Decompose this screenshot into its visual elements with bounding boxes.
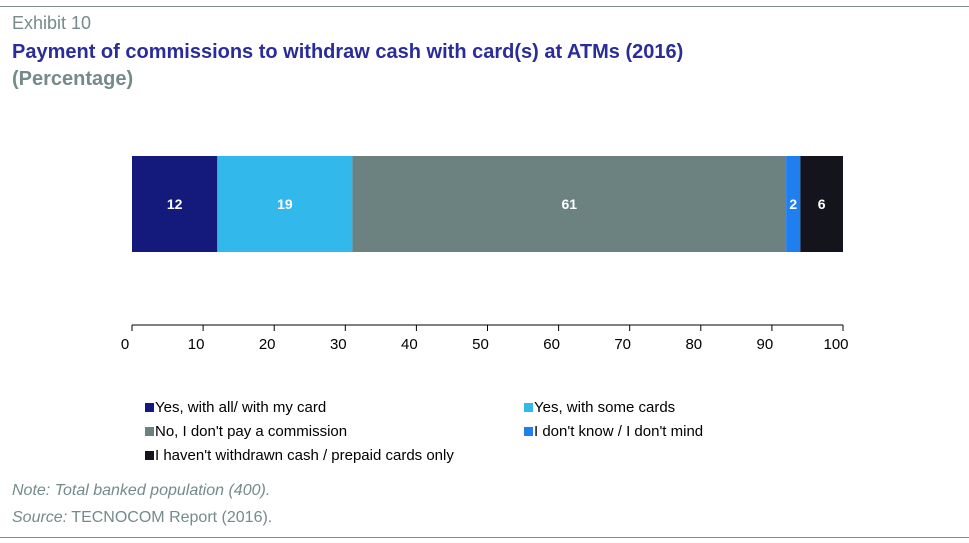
legend-item-3: No, I don't pay a commission — [145, 423, 347, 440]
chart-subtitle: (Percentage) — [12, 68, 134, 90]
data-label-1: 12 — [167, 196, 183, 212]
data-label-2: 19 — [277, 196, 293, 212]
legend-swatch — [524, 427, 533, 436]
x-tick-label-70: 70 — [614, 336, 631, 353]
bar-segment-2 — [217, 156, 353, 252]
data-label-5: 6 — [818, 196, 826, 212]
legend-swatch — [524, 403, 533, 412]
legend-item-5: I haven't withdrawn cash / prepaid cards… — [145, 447, 454, 464]
footnote: Note: Total banked population (400). — [12, 482, 271, 499]
x-tick-label-80: 80 — [685, 336, 702, 353]
data-label-3: 61 — [561, 196, 577, 212]
source-line: Source: TECNOCOM Report (2016). — [12, 509, 272, 527]
bar-segment-1 — [132, 156, 218, 252]
legend-swatch — [145, 451, 154, 460]
bar-segment-3 — [352, 156, 787, 252]
x-tick-label-0: 0 — [121, 336, 129, 353]
legend-label: No, I don't pay a commission — [155, 423, 348, 440]
bar-segment-5 — [800, 156, 843, 252]
data-label-4: 2 — [789, 196, 797, 212]
legend-swatch — [145, 427, 154, 436]
legend-label: Yes, with some cards — [534, 399, 676, 416]
legend-label: I don't know / I don't mind — [534, 423, 704, 440]
bottom-rule — [0, 537, 969, 538]
x-tick-label-20: 20 — [259, 336, 276, 353]
stacked-bar-chart: 12 19 61 2 60 10 20 30 40 50 60 70 80 90 100 — [121, 156, 849, 353]
x-tick-label-100: 100 — [823, 336, 848, 353]
bar-segment-4 — [786, 156, 801, 252]
x-tick-label-10: 10 — [188, 336, 205, 353]
exhibit-label: Exhibit 10 — [12, 13, 92, 33]
source-label: Source: — [12, 509, 68, 526]
source-text: TECNOCOM Report (2016). — [67, 509, 273, 526]
legend-label: Yes, with all/ with my card — [155, 399, 327, 416]
chart-title: Payment of commissions to withdraw cash … — [12, 41, 684, 63]
legend-label: I haven't withdrawn cash / prepaid cards… — [155, 447, 454, 464]
top-rule — [0, 6, 969, 7]
legend-item-2: Yes, with some cards — [524, 399, 675, 416]
legend-item-4: I don't know / I don't mind — [524, 423, 703, 440]
legend-swatch — [145, 403, 154, 412]
x-tick-label-50: 50 — [472, 336, 489, 353]
legend-item-1: Yes, with all/ with my card — [145, 399, 326, 416]
x-tick-label-40: 40 — [401, 336, 418, 353]
x-tick-label-90: 90 — [757, 336, 774, 353]
x-tick-label-60: 60 — [543, 336, 560, 353]
x-tick-label-30: 30 — [330, 336, 347, 353]
